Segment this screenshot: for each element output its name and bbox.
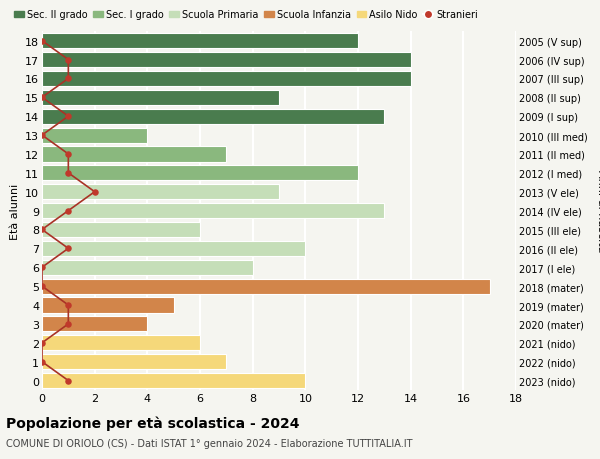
Point	[64, 151, 73, 158]
Point	[64, 377, 73, 384]
Point	[64, 320, 73, 328]
Point	[64, 170, 73, 177]
Bar	[42, 109, 385, 124]
Bar	[42, 317, 148, 332]
Text: Popolazione per età scolastica - 2024: Popolazione per età scolastica - 2024	[6, 415, 299, 430]
Point	[64, 113, 73, 121]
Point	[37, 264, 47, 271]
Bar	[42, 90, 279, 106]
Point	[64, 76, 73, 83]
Bar	[42, 373, 305, 388]
Bar	[42, 298, 173, 313]
Point	[37, 132, 47, 140]
Point	[64, 302, 73, 309]
Bar	[42, 279, 490, 294]
Bar	[42, 354, 226, 369]
Bar	[42, 223, 200, 237]
Bar	[42, 72, 410, 87]
Bar	[42, 53, 410, 68]
Point	[37, 95, 47, 102]
Point	[37, 226, 47, 234]
Bar	[42, 336, 200, 351]
Point	[37, 283, 47, 290]
Y-axis label: Anni di nascita: Anni di nascita	[596, 170, 600, 252]
Point	[64, 207, 73, 215]
Point	[37, 339, 47, 347]
Point	[37, 38, 47, 45]
Point	[90, 189, 100, 196]
Bar	[42, 260, 253, 275]
Bar	[42, 185, 279, 200]
Bar	[42, 204, 385, 218]
Bar	[42, 128, 148, 143]
Bar	[42, 34, 358, 49]
Point	[37, 358, 47, 365]
Text: COMUNE DI ORIOLO (CS) - Dati ISTAT 1° gennaio 2024 - Elaborazione TUTTITALIA.IT: COMUNE DI ORIOLO (CS) - Dati ISTAT 1° ge…	[6, 438, 413, 448]
Bar	[42, 241, 305, 257]
Y-axis label: Età alunni: Età alunni	[10, 183, 20, 239]
Point	[64, 245, 73, 252]
Bar	[42, 147, 226, 162]
Bar	[42, 166, 358, 181]
Legend: Sec. II grado, Sec. I grado, Scuola Primaria, Scuola Infanzia, Asilo Nido, Stran: Sec. II grado, Sec. I grado, Scuola Prim…	[10, 6, 482, 24]
Point	[64, 57, 73, 64]
